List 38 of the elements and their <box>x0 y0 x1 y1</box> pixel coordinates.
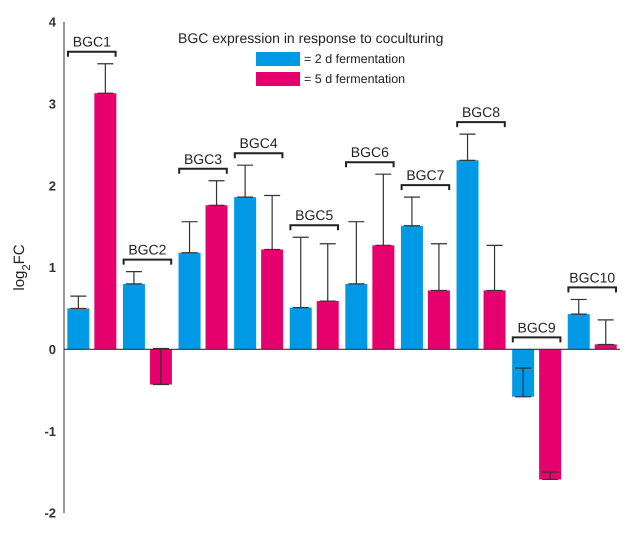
x-tick-label: BGC10 <box>569 269 616 286</box>
x-tick-label: BGC6 <box>350 144 390 160</box>
x-tick-label: BGC9 <box>518 319 556 336</box>
bar <box>568 314 590 350</box>
bar <box>290 308 312 350</box>
x-tick-label: BGC4 <box>240 135 278 152</box>
bar <box>456 160 479 350</box>
bar <box>484 290 506 350</box>
y-tick-label: 0 <box>48 342 56 357</box>
y-tick-label: 4 <box>48 14 57 30</box>
bar <box>206 205 228 350</box>
y-tick-label: 1 <box>48 260 56 276</box>
bar <box>372 245 394 350</box>
bar <box>234 197 256 350</box>
bar <box>539 349 562 480</box>
x-tick-label: BGC2 <box>128 242 167 258</box>
bar <box>122 284 145 350</box>
bar <box>94 93 116 350</box>
bar <box>316 301 339 350</box>
legend-title: BGC expression in response to coculturing <box>178 30 444 46</box>
y-tick-label: 2 <box>48 178 56 194</box>
legend-label: = 2 d fermentation <box>304 52 406 66</box>
bar <box>400 226 423 350</box>
bar <box>261 249 284 350</box>
y-tick-label: 3 <box>48 96 56 112</box>
x-tick-label: BGC3 <box>184 150 222 167</box>
x-tick-label: BGC1 <box>72 34 112 50</box>
x-tick-label: BGC8 <box>462 104 500 120</box>
y-tick-label: -1 <box>44 424 56 439</box>
bar <box>67 308 90 350</box>
bar <box>512 349 534 397</box>
bar <box>178 252 201 350</box>
bar <box>345 284 368 350</box>
y-tick-label: -2 <box>44 506 56 521</box>
x-tick-label: BGC5 <box>295 207 334 224</box>
legend-label: = 5 d fermentation <box>304 72 406 86</box>
bar <box>428 290 450 350</box>
x-tick-label: BGC7 <box>406 167 445 184</box>
